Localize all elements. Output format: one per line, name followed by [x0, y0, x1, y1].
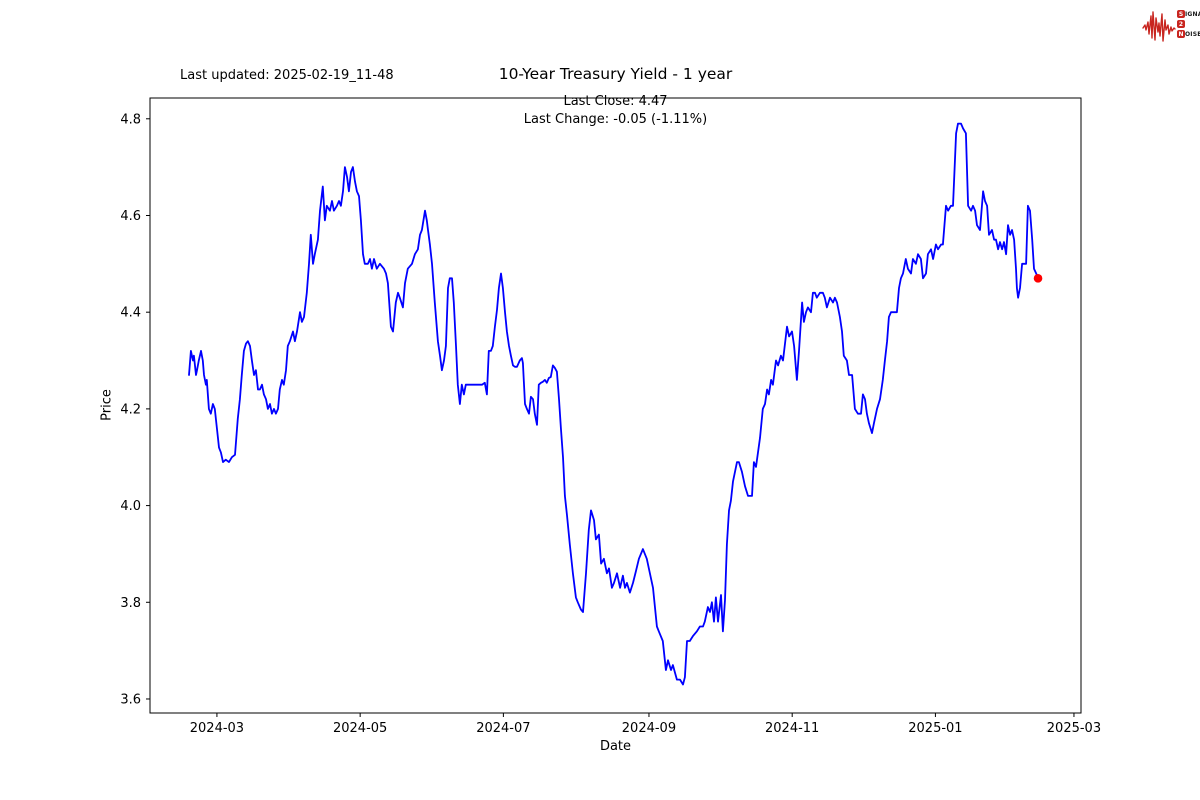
logo-badge-n: N: [1177, 30, 1185, 38]
logo-rest-signal: IGNAL: [1185, 10, 1200, 18]
price-line: [188, 122, 1039, 686]
x-tick-label: 2024-03: [190, 721, 244, 736]
y-tick-label: 4.0: [120, 499, 141, 514]
logo-row-noise: N OISE: [1177, 30, 1200, 38]
page-title: 10-Year Treasury Yield - 1 year: [498, 65, 733, 83]
x-tick-label: 2024-05: [333, 721, 387, 736]
waveform-icon: [1142, 11, 1176, 42]
logo-rest-noise: OISE: [1185, 30, 1200, 38]
y-tick-label: 3.6: [120, 692, 141, 707]
y-tick-label: 4.4: [120, 306, 141, 321]
y-tick-label: 4.8: [120, 112, 141, 127]
y-tick-label: 4.2: [120, 402, 141, 417]
x-tick-label: 2025-01: [908, 721, 962, 736]
y-tick-label: 3.8: [120, 596, 141, 611]
logo-row-2: 2: [1177, 20, 1200, 28]
logo-badge-2: 2: [1177, 20, 1185, 28]
last-close-marker: [1033, 274, 1043, 283]
logo-badge-s: S: [1177, 10, 1185, 18]
x-tick-label: 2024-09: [622, 721, 676, 736]
logo-row-signal: SIGNAL: [1177, 10, 1200, 18]
x-tick-label: 2024-11: [765, 721, 819, 736]
last-updated-note: Last updated: 2025-02-19_11-48: [180, 68, 394, 83]
x-tick-label: 2024-07: [476, 721, 530, 736]
x-axis-title: Date: [599, 739, 632, 754]
y-tick-label: 4.6: [120, 209, 141, 224]
last-change-text: Last Change: -0.05 (-1.11%): [523, 112, 708, 127]
x-tick-label: 2025-03: [1047, 721, 1101, 736]
axes-frame: [149, 97, 1082, 714]
